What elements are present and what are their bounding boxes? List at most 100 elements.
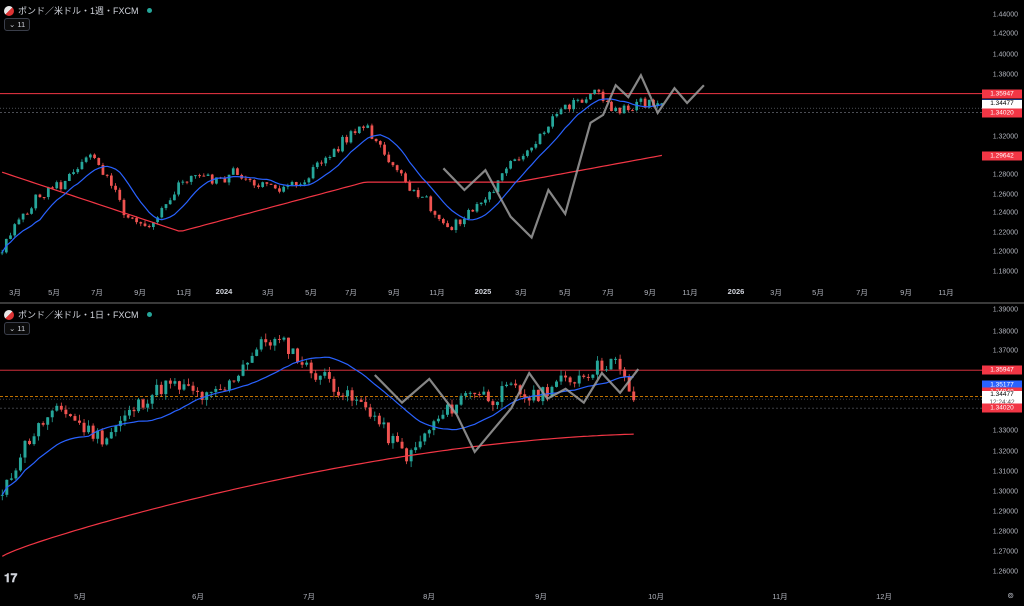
weekly-indicator-toggle[interactable]: ⌄ 11 xyxy=(4,18,31,31)
candle-body xyxy=(550,386,554,396)
candle-body xyxy=(173,381,177,384)
candle-body xyxy=(96,430,100,439)
candle-body xyxy=(84,157,88,162)
countdown-label: 12:24:42 xyxy=(989,399,1015,407)
candle-body xyxy=(514,383,518,386)
candle-body xyxy=(93,154,96,159)
price-tag: 1.35947 xyxy=(982,365,1022,375)
candle-body xyxy=(248,178,252,181)
candle-body xyxy=(109,432,113,439)
candle-body xyxy=(114,426,118,433)
candle-body xyxy=(156,217,159,223)
candle-body xyxy=(437,214,441,220)
candle-body xyxy=(551,116,554,127)
price-tag-value: 1.35947 xyxy=(990,90,1014,98)
candle-body xyxy=(332,378,336,392)
zigzag-line xyxy=(442,72,705,240)
price-tag: 1.34020 xyxy=(982,403,1022,413)
candle-body xyxy=(227,174,231,183)
candle-body xyxy=(200,391,204,400)
daily-time-axis[interactable]: 5月 6月 7月 8月 9月 10月 11月 12月 xyxy=(0,591,982,605)
time-tick-label: 5月 xyxy=(812,288,824,297)
candle-body xyxy=(273,184,277,189)
candle-body xyxy=(88,154,92,158)
weekly-chart-legend[interactable]: ポンド／米ドル・1週・FXCM xyxy=(4,4,152,17)
candle-body xyxy=(223,178,227,183)
tradingview-logo-icon[interactable]: 𝟏𝟕 xyxy=(4,571,18,585)
pane-separator[interactable] xyxy=(0,302,1024,304)
candle-body xyxy=(450,227,454,230)
candle-body xyxy=(34,194,38,209)
candle-body xyxy=(513,159,517,161)
time-tick-label: 12月 xyxy=(876,592,892,601)
weekly-time-axis[interactable]: 3月 5月 7月 9月 11月 2024 3月 5月 7月 9月 11月 2025 3月 5月 7月 9月 11… xyxy=(0,287,982,301)
candle-body xyxy=(327,372,331,379)
candle-body xyxy=(101,164,105,175)
candle-body xyxy=(100,430,104,445)
candle-body xyxy=(259,339,263,350)
candle-body xyxy=(495,401,499,406)
candle-body xyxy=(123,415,127,421)
daily-price-axis[interactable]: 1.39000 1.38000 1.37000 1.33000 1.32000 1.310… xyxy=(982,304,1024,606)
candle-body xyxy=(278,188,281,192)
candle-body xyxy=(477,394,481,396)
candle-body xyxy=(126,215,130,218)
candle-body xyxy=(572,99,576,110)
candle-body xyxy=(244,178,248,180)
candle-body xyxy=(164,204,168,209)
weekly-price-axis[interactable]: 1.440001.420001.400001.380001.360001.320… xyxy=(982,0,1024,302)
candle-body xyxy=(127,409,131,416)
candle-body xyxy=(17,219,21,225)
candle-body xyxy=(432,421,436,431)
candle-body xyxy=(387,154,391,163)
time-tick-label: 5月 xyxy=(48,288,60,297)
daily-chart-pane[interactable]: ポンド／米ドル・1日・FXCM ⌄ 11 1.39000 1.38000 1.370… xyxy=(0,304,1024,606)
candle-body xyxy=(622,105,626,114)
time-tick-label: 11月 xyxy=(938,288,954,297)
candle-body xyxy=(307,178,311,183)
candle-body xyxy=(80,161,84,170)
candle-body xyxy=(141,399,145,408)
daily-chart-legend[interactable]: ポンド／米ドル・1日・FXCM xyxy=(4,308,152,321)
candle-body xyxy=(517,159,521,161)
price-tag: 1.34477 12:24:42 xyxy=(982,391,1022,408)
axis-settings-icon[interactable]: ⊚ xyxy=(1007,591,1014,600)
candle-body xyxy=(573,382,577,384)
candle-body xyxy=(341,395,345,397)
time-tick-label: 9月 xyxy=(644,288,656,297)
candle-body xyxy=(399,170,403,174)
candle-body xyxy=(324,157,328,164)
daily-chart-canvas[interactable] xyxy=(0,304,982,606)
weekly-chart-pane[interactable]: ポンド／米ドル・1週・FXCM ⌄ 11 1.44000 1.42000 1.400… xyxy=(0,0,1024,302)
candle-body xyxy=(589,93,592,100)
candle-body xyxy=(131,217,134,219)
weekly-chart-canvas[interactable] xyxy=(0,0,982,302)
time-tick-label: 3月 xyxy=(9,288,21,297)
price-tick-label: 1.32000 xyxy=(992,448,1018,456)
candle-body xyxy=(479,202,483,205)
candle-body xyxy=(423,433,427,442)
candle-body xyxy=(631,110,634,112)
candle-body xyxy=(467,209,470,219)
candle-body xyxy=(282,337,286,340)
price-tag: 1.35947 xyxy=(982,89,1022,99)
price-tick-label: 1.31000 xyxy=(992,468,1018,476)
candle-body xyxy=(118,189,122,200)
candle-body xyxy=(593,89,597,94)
candle-body xyxy=(173,194,176,201)
candle-body xyxy=(328,156,332,158)
candle-body xyxy=(309,362,313,374)
candle-body xyxy=(252,180,256,186)
candle-body xyxy=(264,339,268,343)
candle-body xyxy=(601,91,605,102)
candle-body xyxy=(414,447,418,451)
candle-body xyxy=(563,104,567,110)
candle-body xyxy=(160,208,164,218)
daily-indicator-toggle[interactable]: ⌄ 11 xyxy=(4,322,31,335)
candle-body xyxy=(32,436,36,445)
candle-body xyxy=(418,441,422,448)
candle-body xyxy=(576,99,580,101)
candle-body xyxy=(639,98,643,102)
candle-body xyxy=(72,172,75,174)
candle-body xyxy=(0,252,4,254)
